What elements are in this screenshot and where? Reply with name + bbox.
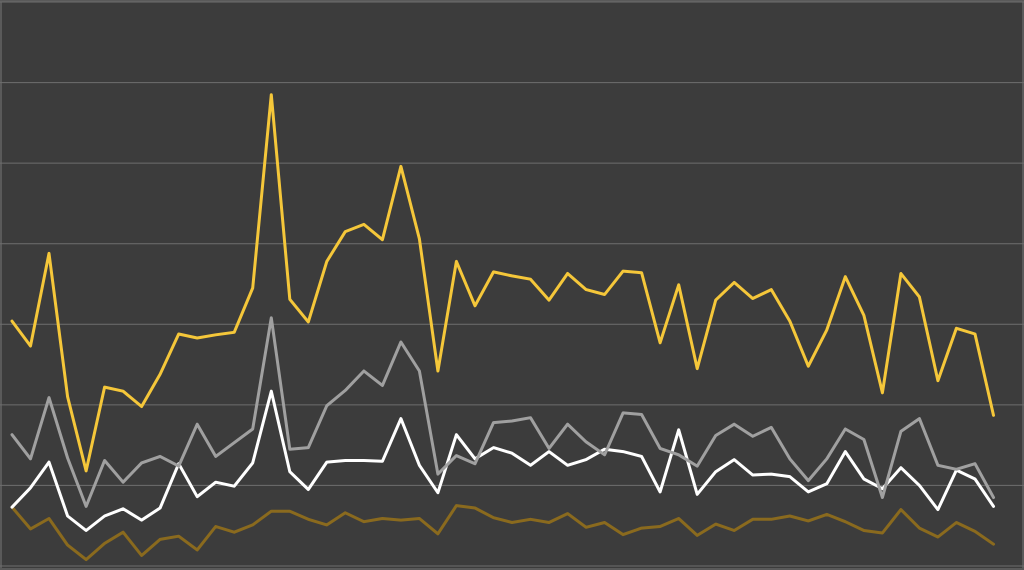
series-line-1	[10, 316, 995, 508]
series-layer	[10, 93, 995, 562]
series-line-2	[10, 389, 995, 532]
series-line-0	[10, 93, 995, 473]
series-line-3	[10, 504, 995, 562]
